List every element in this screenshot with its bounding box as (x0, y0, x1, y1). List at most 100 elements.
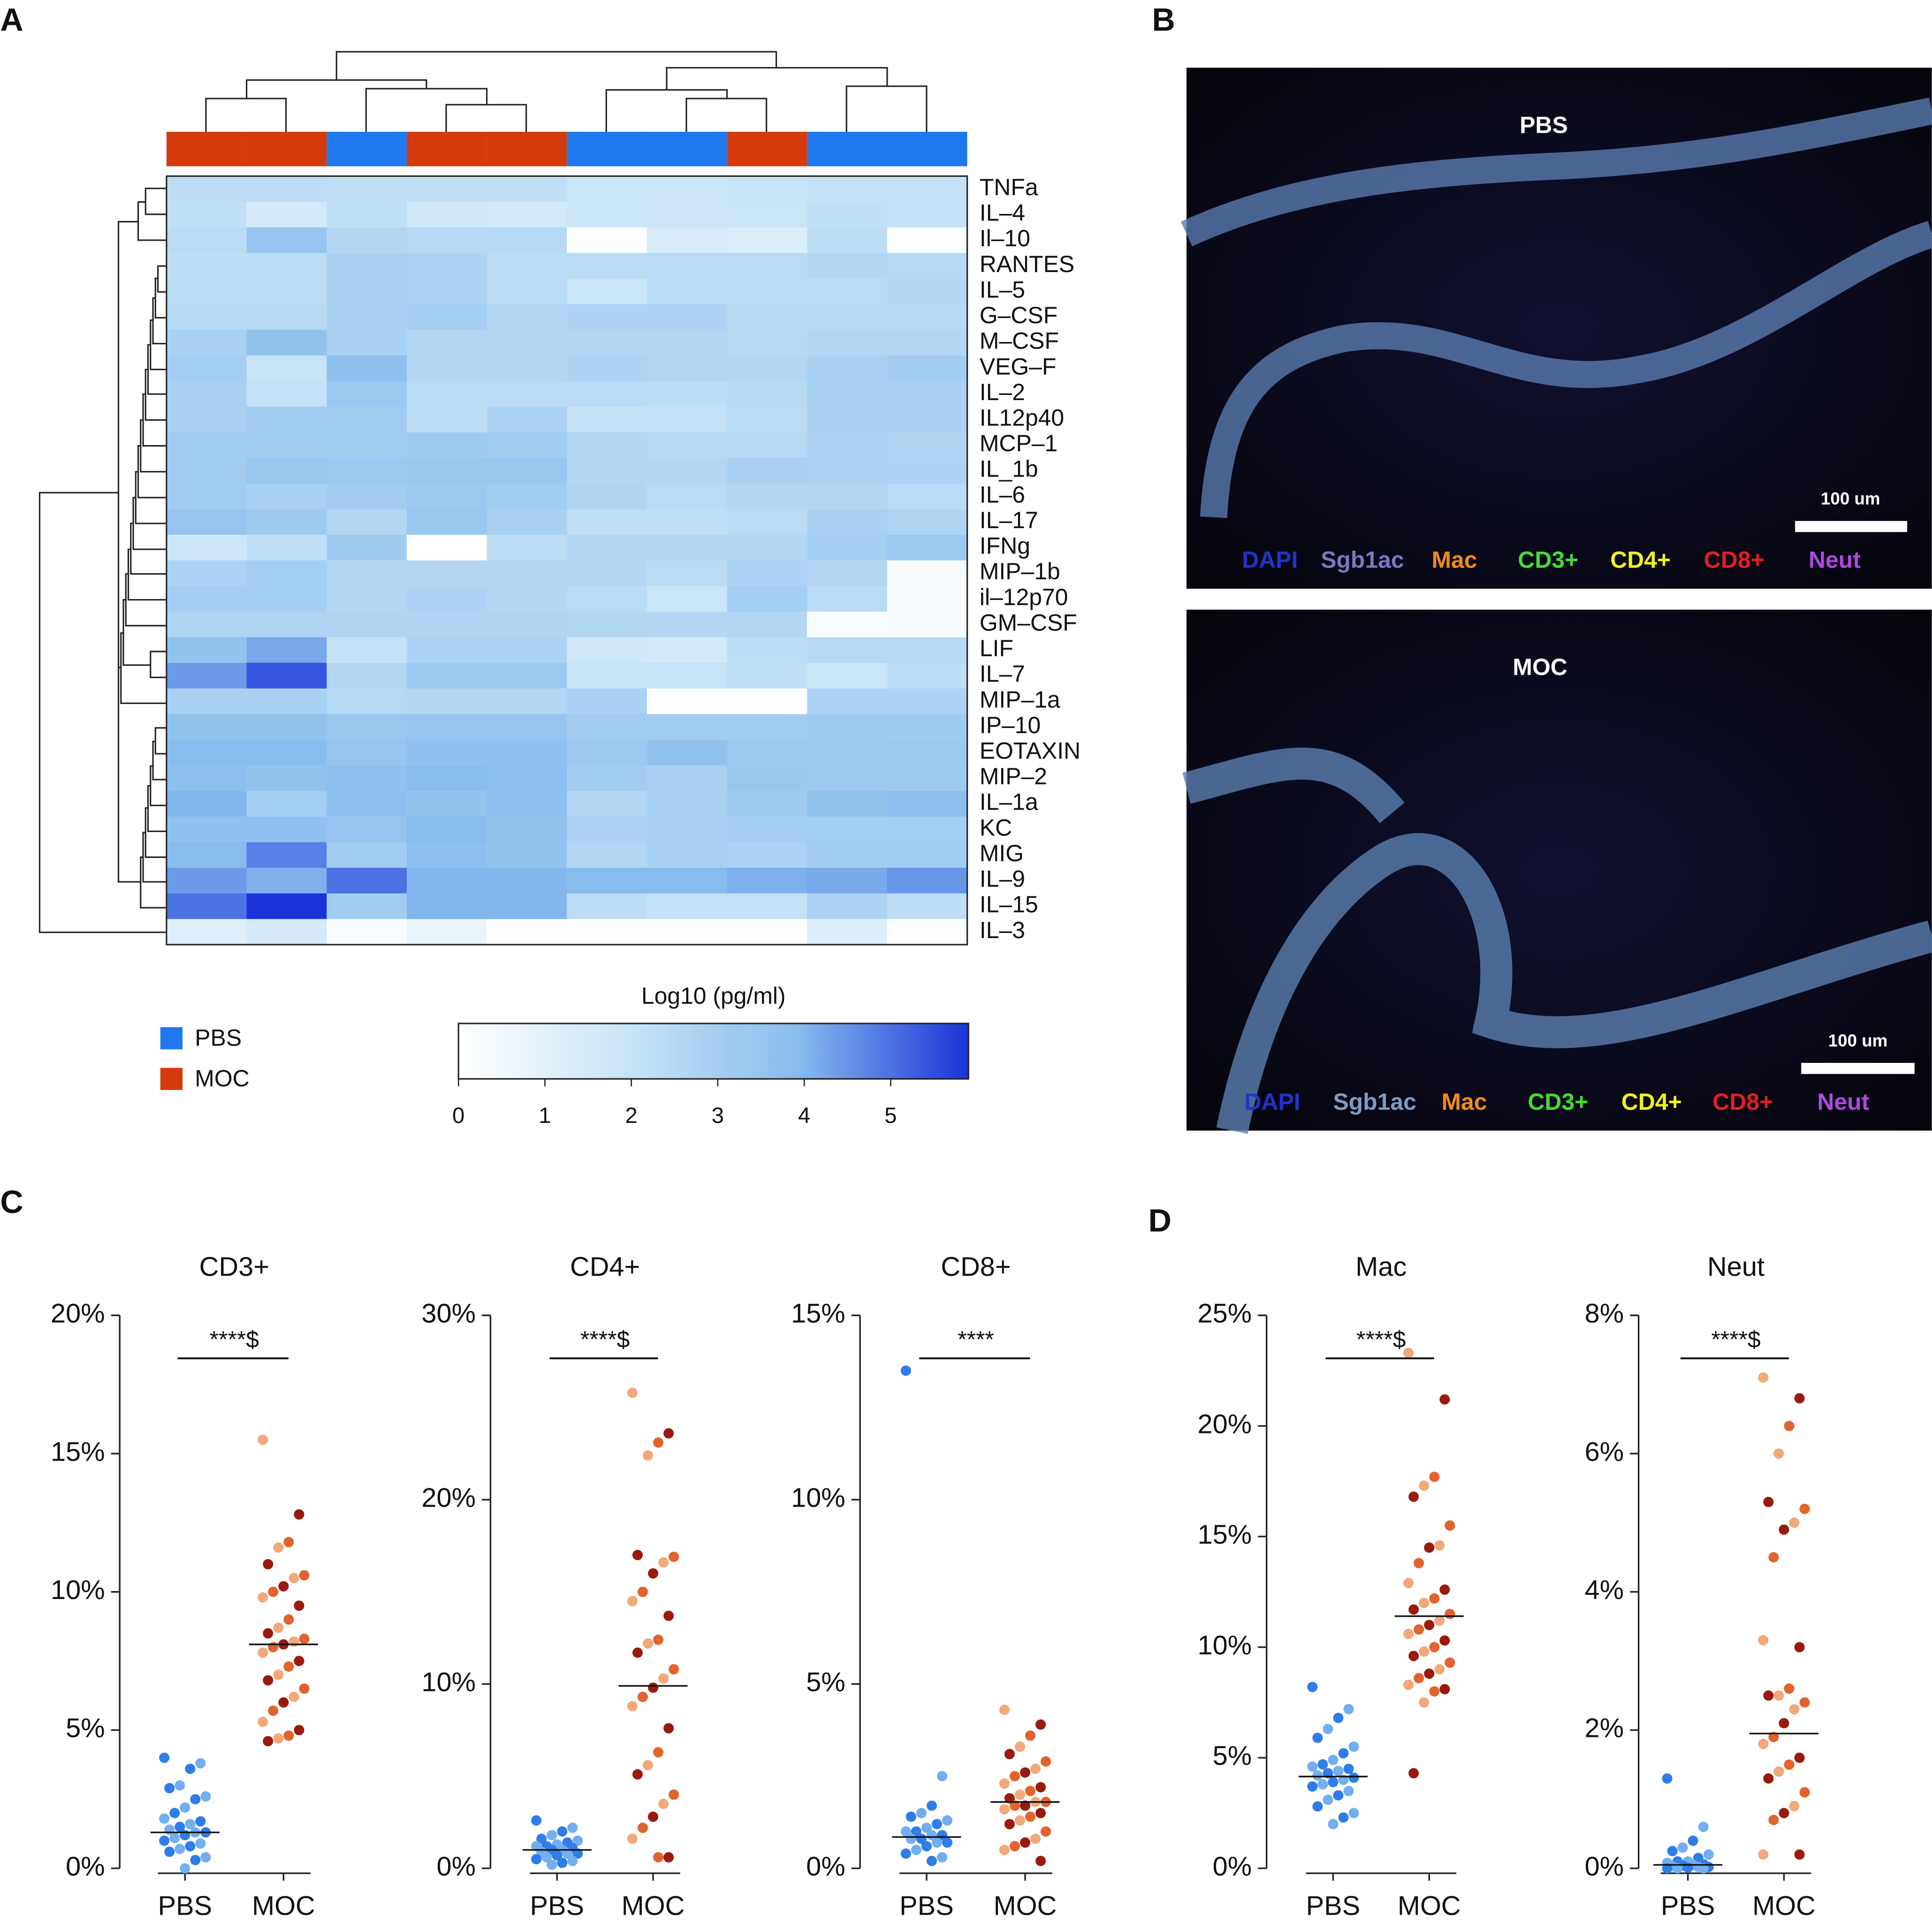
data-point (1784, 1759, 1795, 1770)
chart-title: Mac (1355, 1252, 1407, 1282)
data-point (200, 1791, 211, 1802)
x-tick-label: PBS (530, 1891, 584, 1921)
data-point (1799, 1787, 1810, 1798)
image-background (1187, 609, 1932, 1131)
heatmap-cell (647, 586, 728, 613)
column-dendrogram (205, 51, 928, 132)
heatmap-cell (327, 688, 408, 715)
heatmap-cell (567, 381, 648, 408)
y-tick-label: 15% (51, 1437, 105, 1467)
data-point (1035, 1808, 1046, 1819)
data-point (1799, 1503, 1810, 1514)
heatmap-cell (647, 740, 728, 766)
y-tick-label: 0% (1213, 1851, 1252, 1881)
heatmap-cell (487, 227, 568, 254)
heatmap-cell (166, 330, 247, 356)
y-tick-label: 10% (791, 1483, 845, 1513)
heatmap-cell (327, 765, 408, 792)
data-point (1333, 1713, 1344, 1723)
heatmap-cell (246, 278, 327, 305)
data-point (180, 1863, 190, 1874)
heatmap-cell (727, 868, 808, 894)
channel-label: CD4+ (1621, 1089, 1682, 1115)
heatmap-cell (727, 842, 808, 869)
data-point (1333, 1790, 1344, 1801)
heatmap-cell (246, 458, 327, 485)
data-point (1004, 1793, 1015, 1804)
data-point (294, 1725, 304, 1736)
data-point (1328, 1777, 1339, 1788)
channel-label: CD4+ (1610, 547, 1671, 573)
row-label: IL–2 (980, 379, 1025, 405)
heatmap-cell (406, 893, 487, 920)
heatmap-cell (487, 791, 568, 818)
row-label: LIF (980, 635, 1013, 661)
heatmap-cell (807, 278, 888, 305)
row-label: MIP–2 (980, 763, 1047, 789)
heatmap-cell (327, 714, 408, 741)
data-point (1662, 1863, 1673, 1874)
data-point (1408, 1604, 1419, 1615)
data-point (1445, 1657, 1455, 1668)
data-point (1348, 1741, 1359, 1752)
data-point (273, 1622, 284, 1633)
heatmap-cell (246, 227, 327, 254)
data-point (190, 1794, 201, 1804)
data-point (637, 1586, 648, 1597)
heatmap-cell (567, 765, 648, 792)
heatmap-cell (647, 535, 728, 561)
row-label: IL–7 (980, 661, 1025, 687)
heatmap-frame (166, 175, 968, 946)
data-point (268, 1642, 279, 1652)
heatmap-cell (327, 868, 408, 894)
heatmap-cell (807, 740, 888, 766)
heatmap-cell (166, 714, 247, 741)
data-point (1439, 1584, 1450, 1595)
heatmap-cell (166, 304, 247, 331)
heatmap-cell (567, 816, 648, 843)
data-point (258, 1716, 268, 1727)
heatmap-cell (887, 278, 968, 305)
data-point (663, 1610, 674, 1621)
heatmap-cell (246, 611, 327, 638)
data-point (1419, 1480, 1430, 1491)
heatmap-cell (406, 816, 487, 843)
chart-title: CD8+ (941, 1252, 1011, 1282)
data-point (1439, 1684, 1450, 1695)
heatmap-cell (327, 560, 408, 587)
data-point (1414, 1558, 1424, 1569)
heatmap-cell (887, 611, 968, 638)
heatmap-cell (327, 816, 408, 843)
heatmap-cell (807, 355, 888, 382)
chart-title: Neut (1707, 1252, 1765, 1282)
heatmap-cell (487, 611, 568, 638)
row-label: MIG (980, 840, 1024, 866)
heatmap-cell (166, 458, 247, 485)
data-point (1403, 1348, 1414, 1358)
scale-label: 100 um (1821, 489, 1880, 508)
heatmap-cell (567, 868, 648, 894)
data-point (536, 1834, 547, 1844)
data-point (180, 1802, 190, 1813)
heatmap-cell (487, 816, 568, 843)
data-point (658, 1557, 669, 1568)
heatmap-cell (727, 278, 808, 305)
heatmap-cell (727, 893, 808, 920)
data-point (627, 1596, 638, 1607)
heatmap-cell (647, 560, 728, 587)
data-point (1307, 1781, 1318, 1792)
heatmap-cell (246, 176, 327, 203)
heatmap-cell (647, 816, 728, 843)
data-point (999, 1705, 1010, 1715)
x-tick-label: MOC (1752, 1891, 1816, 1921)
heatmap-cell (487, 176, 568, 203)
heatmap-cell (807, 663, 888, 690)
row-label: IL–4 (980, 200, 1025, 226)
row-label: IL–17 (980, 507, 1038, 533)
legend-swatch (160, 1027, 183, 1050)
heatmap-cell (406, 611, 487, 638)
heatmap-cell (887, 586, 968, 613)
data-point (1439, 1394, 1450, 1405)
heatmap-cell (807, 816, 888, 843)
